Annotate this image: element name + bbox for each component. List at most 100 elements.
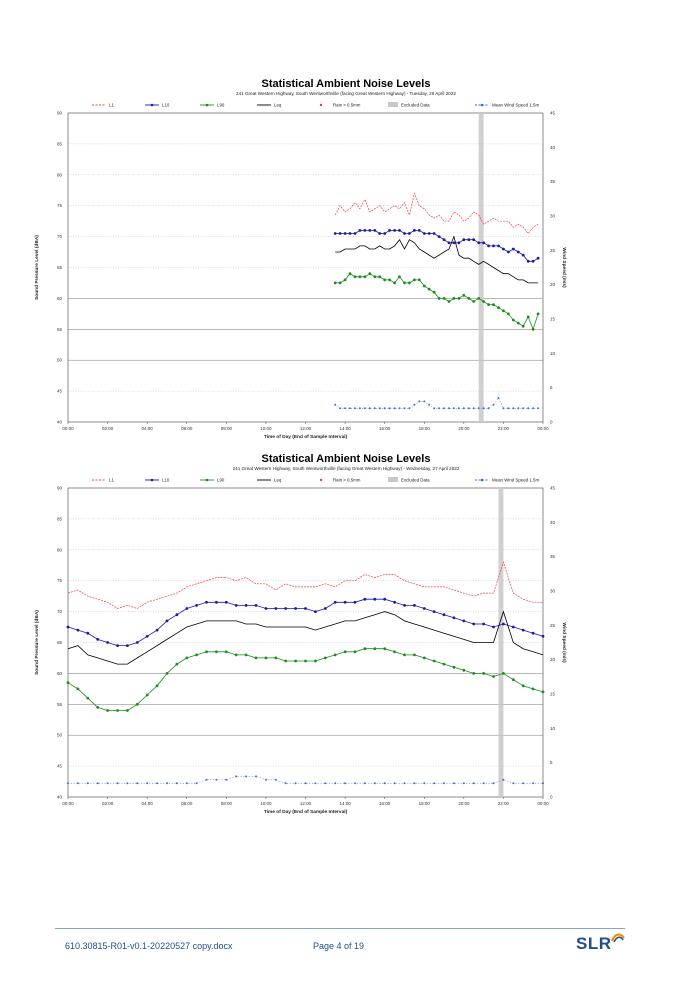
chart1-point-mean-wind-speed-1-5m bbox=[354, 407, 356, 410]
chart2-point-l10 bbox=[541, 634, 545, 638]
chart2-point-l10 bbox=[383, 597, 387, 601]
chart1-xlabel: Time of Day (End of Sample Interval) bbox=[264, 434, 348, 440]
chart2-xtick-label: 04:00 bbox=[142, 801, 154, 806]
chart1-point-l90 bbox=[497, 306, 500, 310]
chart2-point-l90 bbox=[234, 653, 238, 657]
chart2-point-mean-wind-speed-1-5m bbox=[294, 782, 297, 785]
chart1-point-l10 bbox=[427, 232, 431, 235]
chart1-point-l90 bbox=[413, 278, 416, 282]
chart1-xtick-label: 16:00 bbox=[379, 426, 391, 431]
chart1-point-mean-wind-speed-1-5m bbox=[418, 400, 421, 403]
chart2-series-l10-line bbox=[67, 598, 544, 646]
chart1-point-mean-wind-speed-1-5m bbox=[512, 407, 515, 410]
chart2-point-l90 bbox=[314, 659, 317, 663]
chart2-xtick-label: 14:00 bbox=[339, 801, 351, 806]
chart1-point-l90 bbox=[536, 312, 540, 316]
chart2-excluded-band bbox=[498, 488, 504, 797]
chart2-point-l10 bbox=[413, 604, 416, 607]
chart2-point-mean-wind-speed-1-5m bbox=[413, 782, 416, 785]
chart1-legend-item: Rain > 0.5mm bbox=[319, 103, 361, 108]
chart1-ytick-label: 55 bbox=[57, 327, 63, 332]
chart1-point-l90 bbox=[507, 312, 510, 316]
chart2-point-mean-wind-speed-1-5m bbox=[96, 782, 99, 785]
chart2-y2tick-label: 0 bbox=[550, 795, 553, 800]
chart1-xtick-label: 06:00 bbox=[181, 426, 193, 431]
chart2-legend-label: Rain > 0.5mm bbox=[333, 478, 361, 483]
chart2-point-mean-wind-speed-1-5m bbox=[423, 782, 426, 785]
chart2-point-mean-wind-speed-1-5m bbox=[235, 775, 238, 778]
chart2-legend-item: L1 bbox=[92, 478, 114, 483]
chart1-point-l90 bbox=[383, 278, 387, 282]
chart2-point-l90 bbox=[403, 653, 406, 657]
chart1-ytick-label: 40 bbox=[57, 420, 63, 425]
chart1-point-mean-wind-speed-1-5m bbox=[482, 407, 485, 410]
chart2-point-mean-wind-speed-1-5m bbox=[383, 782, 386, 785]
chart2-point-l90 bbox=[492, 675, 495, 678]
chart2-point-l10 bbox=[86, 631, 90, 635]
chart2-legend-marker bbox=[480, 478, 484, 482]
chart1-point-mean-wind-speed-1-5m bbox=[413, 403, 416, 406]
chart1-y2tick-label: 25 bbox=[550, 248, 556, 253]
chart1-point-l90 bbox=[353, 275, 357, 279]
chart2-point-mean-wind-speed-1-5m bbox=[363, 782, 366, 785]
chart1-point-mean-wind-speed-1-5m bbox=[438, 407, 441, 410]
chart2-ytick-label: 75 bbox=[57, 578, 63, 583]
chart1-point-l90 bbox=[368, 272, 372, 276]
chart2-legend-label: L1 bbox=[109, 478, 114, 483]
chart2-point-l10 bbox=[353, 600, 357, 604]
chart1-point-l90 bbox=[452, 297, 456, 300]
chart1-point-l90 bbox=[408, 281, 411, 285]
chart2-point-mean-wind-speed-1-5m bbox=[482, 782, 485, 785]
chart2-series-mean-wind-speed-1-5m-line bbox=[68, 776, 543, 784]
chart2-point-l90 bbox=[86, 696, 90, 700]
chart2-point-l90 bbox=[284, 659, 288, 663]
chart1-point-l90 bbox=[338, 281, 342, 285]
chart2-point-l90 bbox=[205, 650, 208, 654]
chart2-ytick-label: 45 bbox=[57, 764, 63, 769]
chart2-point-mean-wind-speed-1-5m bbox=[472, 782, 475, 785]
chart1-point-l90 bbox=[477, 297, 481, 300]
chart1-legend-item: L90 bbox=[200, 103, 225, 108]
chart1-point-l10 bbox=[383, 232, 387, 235]
chart1-point-l10 bbox=[348, 232, 352, 235]
chart2-y2tick-label: 15 bbox=[550, 692, 556, 697]
chart1-point-l90 bbox=[521, 324, 525, 328]
chart1-xtick-label: 10:00 bbox=[260, 426, 272, 431]
chart2-point-l90 bbox=[482, 672, 485, 675]
chart1-xtick-label: 22:00 bbox=[498, 426, 510, 431]
chart1-point-l10 bbox=[413, 229, 416, 232]
chart2-point-l10 bbox=[126, 644, 129, 647]
chart2-point-mean-wind-speed-1-5m bbox=[403, 782, 406, 785]
chart1-point-l90 bbox=[333, 281, 337, 285]
chart2-y2tick-label: 25 bbox=[550, 623, 556, 628]
chart2-point-l90 bbox=[333, 653, 337, 657]
chart1-y2tick-label: 20 bbox=[550, 282, 556, 287]
chart1-point-l10 bbox=[452, 241, 456, 245]
chart2-point-l90 bbox=[472, 672, 476, 675]
chart1-ytick-label: 70 bbox=[57, 234, 63, 239]
chart2-point-mean-wind-speed-1-5m bbox=[354, 782, 356, 785]
chart2-point-l10 bbox=[106, 641, 109, 644]
chart2-point-l10 bbox=[403, 604, 406, 607]
chart2-point-l90 bbox=[442, 662, 446, 666]
chart2-point-l90 bbox=[294, 659, 297, 663]
chart2-point-mean-wind-speed-1-5m bbox=[433, 782, 436, 785]
chart1-point-l10 bbox=[393, 229, 396, 232]
chart1-point-l90 bbox=[442, 297, 446, 300]
chart1-point-l90 bbox=[388, 278, 391, 282]
chart1-point-mean-wind-speed-1-5m bbox=[408, 407, 411, 410]
chart1-point-l90 bbox=[343, 278, 347, 282]
chart2-point-l10 bbox=[116, 644, 119, 647]
chart2-point-l90 bbox=[452, 665, 456, 669]
chart2-point-l90 bbox=[502, 672, 505, 675]
chart2-point-mean-wind-speed-1-5m bbox=[443, 782, 445, 785]
chart2-xtick-label: 10:00 bbox=[260, 801, 272, 806]
chart-tuesday: Statistical Ambient Noise Levels 241 Grea… bbox=[0, 70, 693, 450]
chart1-point-l10 bbox=[398, 229, 401, 232]
chart2-point-l10 bbox=[185, 607, 189, 610]
chart2-point-l10 bbox=[373, 597, 377, 601]
chart2-point-l10 bbox=[393, 600, 396, 604]
chart1-ytick-label: 60 bbox=[57, 296, 63, 301]
chart2-point-mean-wind-speed-1-5m bbox=[136, 782, 139, 785]
